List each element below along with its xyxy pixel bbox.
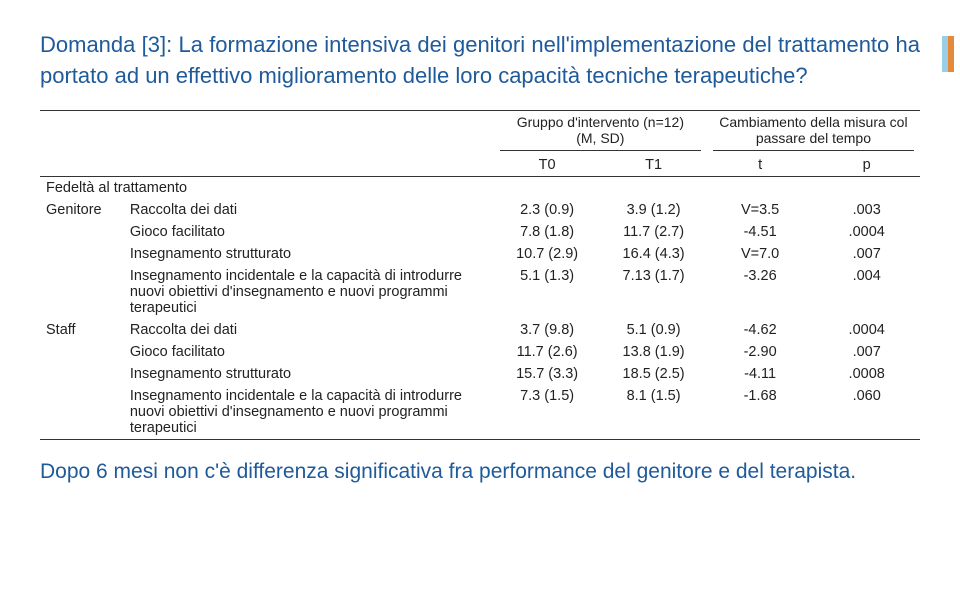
measure-label: Raccolta dei dati [124,319,494,341]
slide-footer: Dopo 6 mesi non c'è differenza significa… [40,458,920,486]
slide-title: Domanda [3]: La formazione intensiva dei… [40,30,920,92]
cell-t: -1.68 [707,385,814,440]
cell-t1: 16.4 (4.3) [600,243,706,265]
cell-p: .004 [813,265,920,319]
measure-label: Insegnamento incidentale e la capacità d… [124,385,494,440]
cell-t0: 10.7 (2.9) [494,243,600,265]
cell-t: -2.90 [707,341,814,363]
col-t0: T0 [494,154,600,177]
table-row: Gioco facilitato 7.8 (1.8) 11.7 (2.7) -4… [40,221,920,243]
cell-p: .007 [813,341,920,363]
cell-t: -4.11 [707,363,814,385]
cell-t0: 3.7 (9.8) [494,319,600,341]
col-p: p [813,154,920,177]
cell-t0: 7.3 (1.5) [494,385,600,440]
group-header: Gruppo d'intervento (n=12) (M, SD) [500,114,701,151]
section-label: Fedeltà al trattamento [40,176,920,199]
table-row: Insegnamento incidentale e la capacità d… [40,385,920,440]
cell-t1: 11.7 (2.7) [600,221,706,243]
table-row: Fedeltà al trattamento [40,176,920,199]
cell-t0: 15.7 (3.3) [494,363,600,385]
cell-t1: 13.8 (1.9) [600,341,706,363]
col-t: t [707,154,814,177]
cell-t: -3.26 [707,265,814,319]
role-label: Staff [40,319,124,341]
results-table: Gruppo d'intervento (n=12) (M, SD) Cambi… [40,110,920,440]
cell-p: .003 [813,199,920,221]
col-t1: T1 [600,154,706,177]
cell-p: .007 [813,243,920,265]
measure-label: Gioco facilitato [124,341,494,363]
cell-t: V=7.0 [707,243,814,265]
table-row: Staff Raccolta dei dati 3.7 (9.8) 5.1 (0… [40,319,920,341]
cell-p: .0008 [813,363,920,385]
measure-label: Insegnamento strutturato [124,363,494,385]
cell-t1: 5.1 (0.9) [600,319,706,341]
cell-t1: 18.5 (2.5) [600,363,706,385]
table-row: Gioco facilitato 11.7 (2.6) 13.8 (1.9) -… [40,341,920,363]
cell-p: .0004 [813,319,920,341]
measure-label: Insegnamento strutturato [124,243,494,265]
measure-label: Raccolta dei dati [124,199,494,221]
cell-t1: 3.9 (1.2) [600,199,706,221]
cell-t0: 2.3 (0.9) [494,199,600,221]
cell-t0: 5.1 (1.3) [494,265,600,319]
cell-t0: 7.8 (1.8) [494,221,600,243]
measure-label: Insegnamento incidentale e la capacità d… [124,265,494,319]
table-row: Insegnamento incidentale e la capacità d… [40,265,920,319]
table-row: Genitore Raccolta dei dati 2.3 (0.9) 3.9… [40,199,920,221]
cell-t1: 7.13 (1.7) [600,265,706,319]
cell-t0: 11.7 (2.6) [494,341,600,363]
measure-label: Gioco facilitato [124,221,494,243]
cell-t: -4.51 [707,221,814,243]
cell-t: V=3.5 [707,199,814,221]
cell-p: .060 [813,385,920,440]
cell-p: .0004 [813,221,920,243]
table-row: Insegnamento strutturato 15.7 (3.3) 18.5… [40,363,920,385]
cell-t: -4.62 [707,319,814,341]
change-header: Cambiamento della misura col passare del… [713,114,914,151]
role-label: Genitore [40,199,124,221]
cell-t1: 8.1 (1.5) [600,385,706,440]
table-row: Insegnamento strutturato 10.7 (2.9) 16.4… [40,243,920,265]
